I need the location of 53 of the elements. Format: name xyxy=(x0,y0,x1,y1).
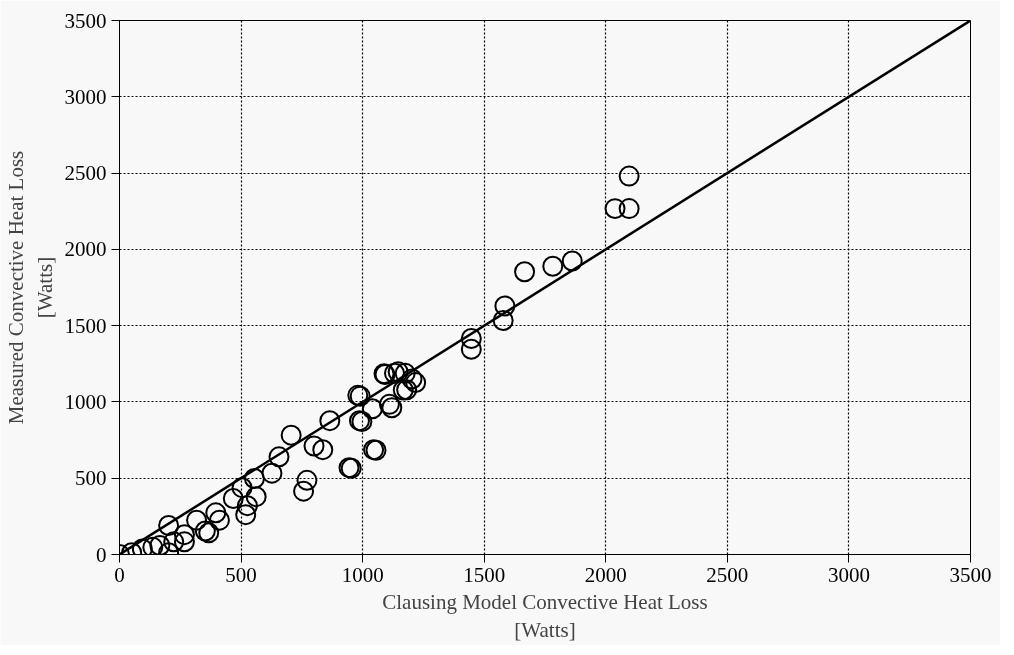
y-tick-label: 1000 xyxy=(64,389,107,414)
point xyxy=(394,362,416,384)
y-tick-label: 0 xyxy=(96,542,107,567)
point xyxy=(236,495,258,517)
point xyxy=(296,469,318,491)
point xyxy=(293,480,315,502)
point xyxy=(231,477,253,499)
point xyxy=(173,524,195,546)
point xyxy=(604,198,626,220)
point xyxy=(492,309,514,331)
point xyxy=(460,338,482,360)
point xyxy=(173,531,195,553)
point xyxy=(303,435,325,457)
x-tick-label: 2500 xyxy=(706,562,749,587)
point xyxy=(268,446,290,468)
point xyxy=(235,504,257,526)
x-tick-label: 0 xyxy=(114,562,125,587)
point xyxy=(222,488,244,509)
point xyxy=(243,468,265,489)
point xyxy=(542,255,564,277)
y-axis-title: Measured Convective Heat Loss [Watts] xyxy=(3,150,57,425)
x-tick-label: 1000 xyxy=(341,562,384,587)
point xyxy=(186,509,208,531)
point xyxy=(561,250,583,272)
point xyxy=(494,295,516,317)
x-tick-label: 3500 xyxy=(949,562,992,587)
point xyxy=(208,509,230,531)
point xyxy=(618,198,640,220)
point xyxy=(163,531,185,553)
point xyxy=(158,515,180,536)
point xyxy=(205,502,227,524)
x-axis-title: Clausing Model Convective Heat Loss [Watts] xyxy=(382,589,708,643)
point xyxy=(312,439,334,461)
point xyxy=(261,462,283,484)
y-tick-label: 1500 xyxy=(64,313,107,338)
point xyxy=(149,535,171,555)
x-tick-label: 1500 xyxy=(463,562,506,587)
point xyxy=(245,486,267,508)
y-tick-label: 2000 xyxy=(64,237,107,262)
y-tick-label: 500 xyxy=(75,466,107,491)
x-tick-label: 3000 xyxy=(827,562,870,587)
point xyxy=(280,424,302,446)
x-tick-label: 2000 xyxy=(584,562,627,587)
point xyxy=(361,398,383,420)
x-tick-label: 500 xyxy=(225,562,257,587)
y-tick-label: 3500 xyxy=(64,8,107,33)
y-tick-label: 3000 xyxy=(64,84,107,109)
point xyxy=(460,327,482,349)
point xyxy=(319,410,341,432)
point xyxy=(618,165,640,187)
point xyxy=(514,261,536,283)
y-tick-label: 2500 xyxy=(64,161,107,186)
point xyxy=(142,536,164,555)
